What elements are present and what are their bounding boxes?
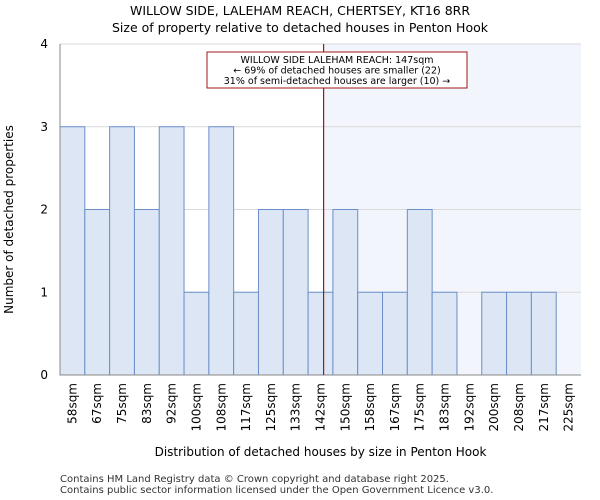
bar (481, 291, 508, 376)
x-tick-label: 108sqm (214, 383, 228, 431)
bar (431, 291, 458, 376)
bar (109, 126, 135, 376)
chart-title: WILLOW SIDE, LALEHAM REACH, CHERTSEY, KT… (129, 3, 471, 18)
x-tick-label: 217sqm (537, 383, 551, 431)
x-tick-label: 192sqm (462, 383, 476, 431)
x-tick-label: 83sqm (140, 383, 154, 424)
x-axis-label: Distribution of detached houses by size … (155, 445, 487, 459)
footer-credit-2: Contains public sector information licen… (60, 485, 494, 496)
x-tick-label: 200sqm (487, 383, 501, 431)
x-tick-label: 75sqm (115, 383, 129, 424)
x-tick-label: 150sqm (338, 383, 352, 431)
x-tick-label: 67sqm (90, 383, 104, 424)
x-tick-label: 117sqm (239, 383, 253, 431)
bar (382, 291, 408, 376)
bar (530, 291, 557, 376)
bar (233, 291, 259, 376)
bar (84, 209, 111, 376)
x-tick-label: 100sqm (189, 383, 203, 431)
bar (332, 209, 359, 376)
bar (506, 291, 532, 376)
x-tick-label: 208sqm (512, 383, 526, 431)
bar (357, 291, 384, 376)
y-tick-label: 4 (40, 37, 48, 51)
bar (183, 291, 210, 376)
bar (133, 209, 160, 376)
x-tick-label: 58sqm (65, 383, 79, 424)
x-tick-label: 125sqm (264, 383, 278, 431)
bar (307, 291, 334, 376)
y-tick-label: 0 (40, 368, 48, 382)
annotation-line2: ← 69% of detached houses are smaller (22… (233, 66, 440, 77)
x-tick-label: 167sqm (388, 383, 402, 431)
y-axis-label: Number of detached properties (2, 125, 16, 314)
y-tick-label: 2 (40, 203, 48, 217)
annotation-line1: WILLOW SIDE LALEHAM REACH: 147sqm (241, 55, 434, 66)
bar (406, 209, 433, 376)
x-tick-label: 142sqm (314, 383, 328, 431)
x-tick-label: 225sqm (562, 383, 576, 431)
x-tick-label: 133sqm (289, 383, 303, 431)
bar (208, 126, 235, 376)
x-tick-label: 158sqm (363, 383, 377, 431)
y-tick-label: 1 (40, 285, 48, 299)
bar (158, 126, 185, 376)
x-tick-label: 175sqm (413, 383, 427, 431)
bar (257, 209, 284, 376)
annotation-box (206, 51, 468, 89)
bar (282, 209, 309, 376)
footer-credit-1: Contains HM Land Registry data © Crown c… (60, 474, 449, 485)
y-tick-label: 3 (40, 120, 48, 134)
x-tick-label: 183sqm (438, 383, 452, 431)
chart-subtitle: Size of property relative to detached ho… (112, 20, 488, 35)
annotation-line3: 31% of semi-detached houses are larger (… (224, 76, 451, 87)
x-tick-label: 92sqm (165, 383, 179, 424)
bar (59, 126, 86, 376)
